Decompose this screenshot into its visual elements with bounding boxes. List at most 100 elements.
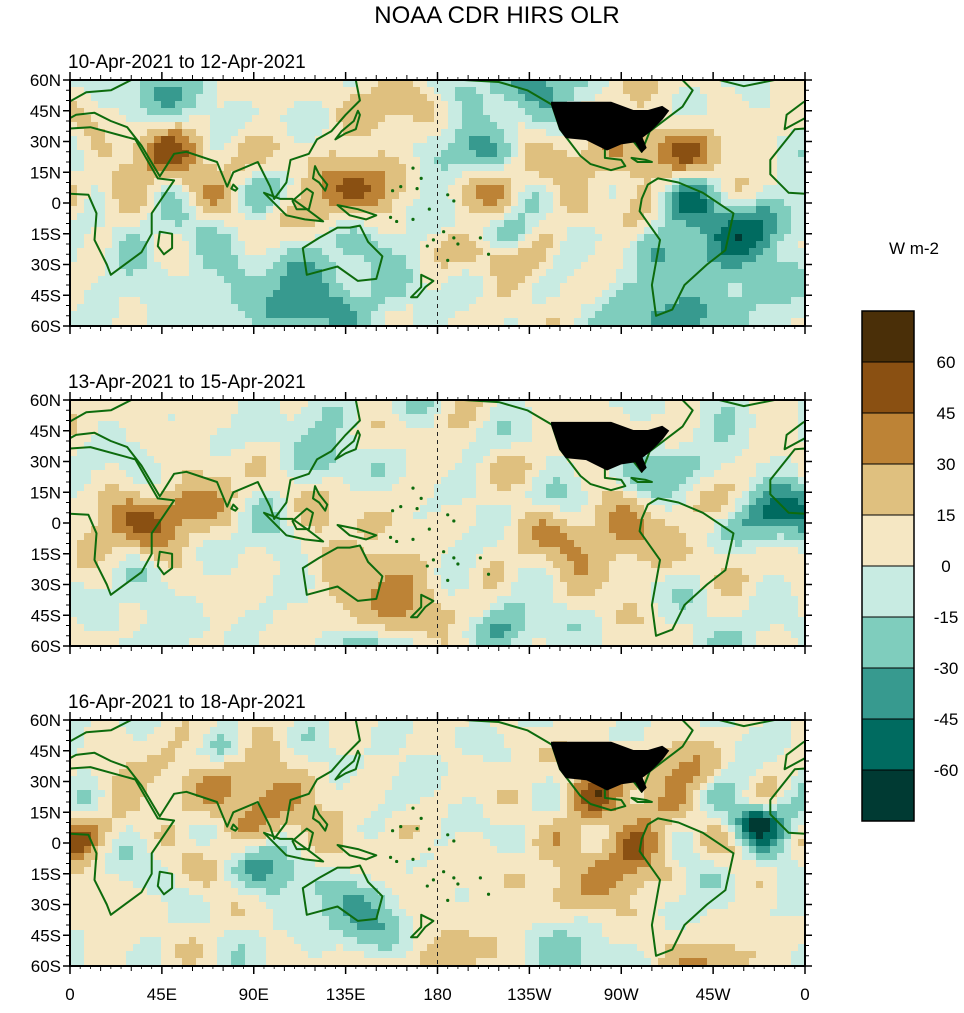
olr-anomaly-field [70,400,805,646]
lon-tick-label: 90E [239,985,269,1004]
lat-tick-label: 30N [30,773,61,792]
colorbar-swatch [861,463,915,516]
coastline-sri-lanka [230,503,239,512]
island-dot [399,185,403,189]
island-dot [478,876,482,880]
coastline-australia [301,864,384,922]
island-dot [431,878,436,882]
lat-tick-label: 30N [30,133,61,152]
panel-subtitle: 13-Apr-2021 to 15-Apr-2021 [68,372,306,393]
coastline-cuba [630,796,653,803]
island-dot [390,189,395,193]
coastline-cuba [630,156,653,163]
lat-tick-label: 15N [30,163,61,182]
panel-subtitle: 10-Apr-2021 to 12-Apr-2021 [68,52,306,73]
island-dot [452,839,456,843]
us-state-boundaries [551,741,670,794]
coastline-indonesia [263,191,325,223]
lon-tick-label: 0 [800,985,809,1004]
island-dot [452,556,456,560]
colorbar-label: -60 [934,761,959,780]
coastline-japan [334,749,361,781]
island-dot [395,859,399,864]
island-dot [427,527,431,531]
island-dot [411,537,415,542]
coastline-japan [334,109,361,141]
coastline-new-zealand [410,913,435,939]
lat-tick-label: 45N [30,422,61,441]
lat-tick-label: 0 [52,194,61,213]
colorbar-swatch [861,616,915,669]
lat-tick-label: 60N [30,71,61,90]
island-dot [452,236,456,240]
us-state-boundaries [551,421,670,474]
island-dot [399,505,403,509]
island-dot [427,207,431,211]
lat-tick-label: 30N [30,453,61,472]
colorbar-swatch [861,769,915,822]
colorbar-label: 0 [941,557,950,576]
lon-tick-label: 135W [507,985,551,1004]
colorbar-units-label: W m-2 [889,239,939,258]
island-dot [395,219,399,224]
island-dot [456,242,460,246]
colorbar-label: 30 [937,455,956,474]
coastlines [70,720,805,957]
coastline-sri-lanka [230,823,239,832]
coastline-japan [334,429,361,461]
island-dot [415,187,419,191]
lat-tick-label: 15N [30,483,61,502]
coastline-greenland-edge [718,400,776,408]
map-panel-2: 13-Apr-2021 to 15-Apr-2021 60N 45N 30N 15N 0 1… [30,372,812,656]
olr-anomaly-field [70,720,805,966]
coastline-africa [70,446,176,596]
coastline-philippines [312,485,329,512]
us-state-boundaries [551,101,670,154]
coastline-indonesia [263,511,325,543]
lat-tick-label: 60N [30,391,61,410]
island-dot [419,176,423,180]
panel-subtitle: 16-Apr-2021 to 18-Apr-2021 [68,692,306,713]
coastline-south-america [638,177,735,317]
island-dot [446,578,450,583]
coastline-new-guinea [336,844,378,861]
colorbar-label: -15 [934,608,959,627]
island-dot [446,833,450,837]
island-dot [486,572,491,576]
coastline-borneo [291,827,314,851]
map-panels: 10-Apr-2021 to 12-Apr-202160N45N30N15N01… [30,52,812,1004]
coastline-europe-asia [70,400,361,520]
lat-tick-label: 45N [30,742,61,761]
island-dot [446,193,450,197]
lat-tick-label: 60S [31,637,61,656]
colorbar-label: 15 [937,506,956,525]
coastline-madagascar [156,230,174,256]
island-dot [395,539,399,544]
lat-tick-label: 0 [52,514,61,533]
lat-tick-label: 15S [31,545,61,564]
colorbar-label: 60 [937,353,956,372]
lat-tick-label: 30S [31,576,61,595]
lat-tick-label: 15S [31,865,61,884]
chart-title: NOAA CDR HIRS OLR [374,2,619,29]
island-dot [442,550,446,554]
island-dot [419,816,423,821]
coastline-europe-asia [70,720,361,840]
lon-tick-label: 0 [65,985,74,1004]
colorbar-label: -30 [934,659,959,678]
island-dot [456,562,460,566]
coastline-sri-lanka [230,183,239,192]
island-dot [388,855,393,859]
island-dot [388,535,393,539]
lat-tick-label: 30S [31,896,61,915]
island-dot [456,882,460,886]
island-dot [411,486,415,490]
lon-tick-label: 45E [147,985,177,1004]
coastline-australia [301,544,384,602]
island-dot [419,496,423,500]
island-dot [415,827,419,831]
island-dot [486,892,491,896]
colorbar-swatch [861,718,915,771]
lon-tick-label: 45W [696,985,731,1004]
